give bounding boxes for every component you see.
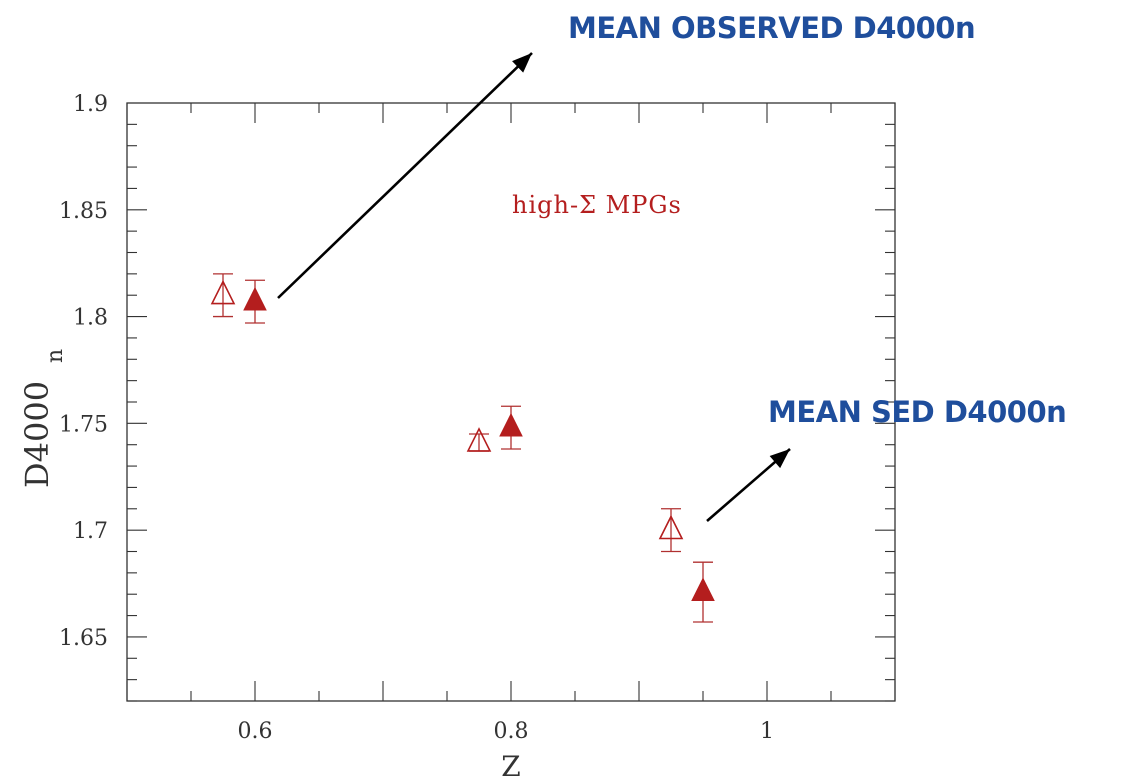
- y-tick-label: 1.7: [73, 519, 108, 544]
- x-tick-label: 1: [760, 719, 774, 744]
- x-axis-label: Z: [501, 750, 520, 781]
- y-tick-label: 1.9: [73, 92, 108, 117]
- callout-mean-observed: MEAN OBSERVED D4000n: [568, 11, 975, 45]
- arrow-sed-head: [769, 449, 790, 469]
- arrow-observed-head: [512, 53, 532, 73]
- y-axis-label: D4000: [18, 381, 56, 488]
- tick-labels-group: 0.6 0.8 1 1.65 1.7 1.75 1.8 1.85 1.9: [59, 92, 774, 744]
- point-filled-triangle: [499, 412, 523, 437]
- y-tick-label: 1.85: [59, 199, 108, 224]
- point-open-triangle: [210, 279, 236, 305]
- y-axis-label-subscript: n: [43, 349, 68, 363]
- point-open-triangle: [658, 514, 684, 540]
- y-tick-label: 1.75: [59, 412, 108, 437]
- annotation-label: high-Σ MPGs: [512, 191, 682, 219]
- point-filled-triangle: [243, 286, 267, 311]
- arrow-observed-shaft: [277, 52, 533, 299]
- x-tick-label: 0.6: [238, 719, 273, 744]
- callout-arrows-group: [277, 52, 791, 522]
- y-tick-label: 1.65: [59, 626, 108, 651]
- y-tick-label: 1.8: [73, 306, 108, 331]
- callout-mean-sed: MEAN SED D4000n: [768, 395, 1066, 429]
- point-open-triangle: [466, 427, 492, 452]
- data-marks-group: [210, 273, 715, 623]
- point-filled-triangle: [691, 577, 715, 601]
- x-tick-label: 0.8: [494, 719, 529, 744]
- ticks-group: [126, 102, 896, 702]
- y-axis-label-group: D4000 n: [18, 349, 68, 488]
